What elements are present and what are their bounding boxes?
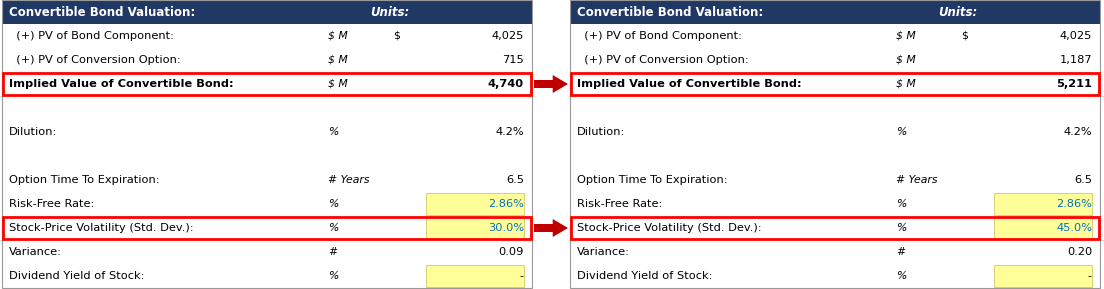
Text: 2.86%: 2.86% xyxy=(1057,199,1092,209)
Text: Risk-Free Rate:: Risk-Free Rate: xyxy=(577,199,662,209)
Text: 45.0%: 45.0% xyxy=(1057,223,1092,233)
Text: 4.2%: 4.2% xyxy=(1063,127,1092,137)
Text: %: % xyxy=(328,223,338,233)
Text: %: % xyxy=(328,199,338,209)
Bar xyxy=(571,73,1098,95)
Text: %: % xyxy=(896,127,906,137)
Text: # Years: # Years xyxy=(328,175,370,185)
Text: -: - xyxy=(520,271,524,281)
Text: 4,025: 4,025 xyxy=(1060,31,1092,41)
Text: #: # xyxy=(328,247,337,257)
Text: Variance:: Variance: xyxy=(577,247,630,257)
Bar xyxy=(570,0,1100,288)
Text: $ M: $ M xyxy=(328,55,348,65)
Bar xyxy=(994,265,1092,287)
Text: $ M: $ M xyxy=(896,31,915,41)
Text: $ M: $ M xyxy=(328,79,348,89)
Bar xyxy=(570,24,1100,288)
Text: 4,025: 4,025 xyxy=(491,31,524,41)
Text: Risk-Free Rate:: Risk-Free Rate: xyxy=(9,199,94,209)
Text: Implied Value of Convertible Bond:: Implied Value of Convertible Bond: xyxy=(577,79,802,89)
Text: $ M: $ M xyxy=(896,79,915,89)
Text: $: $ xyxy=(962,31,968,41)
Bar xyxy=(426,193,524,215)
Text: (+) PV of Bond Component:: (+) PV of Bond Component: xyxy=(577,31,742,41)
Bar xyxy=(426,265,524,287)
Text: %: % xyxy=(896,199,906,209)
Text: (+) PV of Bond Component:: (+) PV of Bond Component: xyxy=(9,31,174,41)
Text: $ M: $ M xyxy=(896,55,915,65)
Text: Dilution:: Dilution: xyxy=(9,127,57,137)
Text: %: % xyxy=(328,127,338,137)
Text: -: - xyxy=(1087,271,1092,281)
Text: (+) PV of Conversion Option:: (+) PV of Conversion Option: xyxy=(9,55,181,65)
Bar xyxy=(2,24,532,288)
Text: Units:: Units: xyxy=(370,5,410,18)
Bar xyxy=(3,73,531,95)
Bar xyxy=(570,0,1100,24)
Text: (+) PV of Conversion Option:: (+) PV of Conversion Option: xyxy=(577,55,749,65)
Text: Dividend Yield of Stock:: Dividend Yield of Stock: xyxy=(577,271,712,281)
Bar xyxy=(571,217,1098,239)
Bar xyxy=(534,224,553,232)
Text: #: # xyxy=(896,247,905,257)
Text: 1,187: 1,187 xyxy=(1060,55,1092,65)
Text: Option Time To Expiration:: Option Time To Expiration: xyxy=(9,175,160,185)
Bar xyxy=(426,217,524,239)
Text: $ M: $ M xyxy=(328,31,348,41)
Text: # Years: # Years xyxy=(896,175,937,185)
Text: $: $ xyxy=(393,31,401,41)
Text: Option Time To Expiration:: Option Time To Expiration: xyxy=(577,175,728,185)
Text: Dilution:: Dilution: xyxy=(577,127,625,137)
Text: 4.2%: 4.2% xyxy=(496,127,524,137)
Polygon shape xyxy=(553,219,567,237)
Text: %: % xyxy=(896,223,906,233)
Text: 5,211: 5,211 xyxy=(1057,79,1092,89)
Text: 30.0%: 30.0% xyxy=(488,223,524,233)
Text: 715: 715 xyxy=(502,55,524,65)
Bar xyxy=(2,0,532,24)
Text: Dividend Yield of Stock:: Dividend Yield of Stock: xyxy=(9,271,145,281)
Text: Stock-Price Volatility (Std. Dev.):: Stock-Price Volatility (Std. Dev.): xyxy=(577,223,762,233)
Text: Implied Value of Convertible Bond:: Implied Value of Convertible Bond: xyxy=(9,79,234,89)
Text: Convertible Bond Valuation:: Convertible Bond Valuation: xyxy=(9,5,195,18)
Text: Convertible Bond Valuation:: Convertible Bond Valuation: xyxy=(577,5,763,18)
Text: 0.20: 0.20 xyxy=(1066,247,1092,257)
Polygon shape xyxy=(553,75,567,93)
Text: 6.5: 6.5 xyxy=(1074,175,1092,185)
Text: Units:: Units: xyxy=(938,5,978,18)
Text: Variance:: Variance: xyxy=(9,247,62,257)
Text: Stock-Price Volatility (Std. Dev.):: Stock-Price Volatility (Std. Dev.): xyxy=(9,223,193,233)
Text: 6.5: 6.5 xyxy=(506,175,524,185)
Text: %: % xyxy=(328,271,338,281)
Text: 4,740: 4,740 xyxy=(488,79,524,89)
Text: 2.86%: 2.86% xyxy=(488,199,524,209)
Bar xyxy=(534,80,553,88)
Bar xyxy=(3,217,531,239)
Text: 0.09: 0.09 xyxy=(499,247,524,257)
Bar xyxy=(994,217,1092,239)
Bar xyxy=(994,193,1092,215)
Text: %: % xyxy=(896,271,906,281)
Bar xyxy=(2,0,532,288)
